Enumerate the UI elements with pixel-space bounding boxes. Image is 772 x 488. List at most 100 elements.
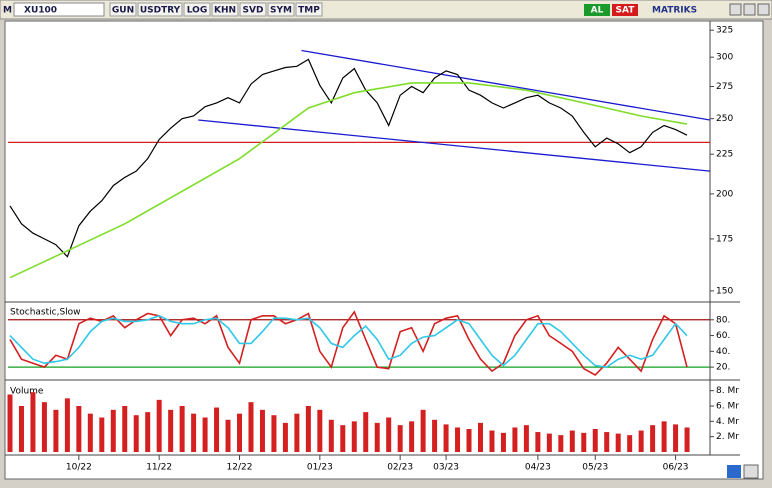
maximize[interactable]	[743, 3, 756, 16]
bar	[76, 406, 82, 452]
bar	[535, 432, 541, 452]
bar	[500, 432, 506, 452]
bar	[466, 429, 472, 452]
series-line	[9, 58, 688, 258]
toolbar-button-label[interactable]: SYM	[270, 6, 292, 16]
bar	[638, 430, 644, 452]
bar	[363, 412, 369, 452]
toolbar-button-label[interactable]: GUN	[112, 6, 134, 16]
y-tick-label: 2. Mr	[716, 432, 739, 442]
bar	[168, 409, 174, 452]
bar	[455, 427, 461, 452]
toolbar-button-label[interactable]: TMP	[298, 6, 320, 16]
bar	[546, 433, 552, 452]
close[interactable]	[757, 3, 770, 16]
series-line	[9, 310, 688, 376]
x-tick-label: 06/23	[663, 463, 689, 473]
bar	[214, 407, 220, 452]
bar	[179, 406, 185, 452]
symbol-box[interactable]	[13, 2, 105, 17]
bar	[432, 419, 438, 452]
bar	[156, 399, 162, 452]
bar	[87, 413, 93, 452]
bar	[397, 425, 403, 452]
toolbar-button[interactable]	[295, 2, 323, 17]
bar	[443, 424, 449, 452]
y-tick-label: 8. Mr	[716, 386, 739, 396]
toolbar-button[interactable]	[211, 2, 239, 17]
bar	[592, 429, 598, 452]
nav-button[interactable]	[727, 465, 741, 478]
panel-title: Stochastic,Slow	[10, 308, 81, 318]
toolbar-button[interactable]	[183, 2, 211, 17]
bar	[374, 422, 380, 452]
bar	[489, 430, 495, 452]
toolbar-button[interactable]	[267, 2, 295, 17]
nav-button[interactable]	[743, 464, 759, 479]
bar	[604, 432, 610, 452]
sell-button[interactable]	[612, 4, 638, 16]
symbol[interactable]: XU100	[24, 6, 57, 16]
bar	[673, 424, 679, 452]
x-tick-label: 10/22	[66, 463, 92, 473]
toolbar-button-label[interactable]: KHN	[214, 6, 236, 16]
buy-button[interactable]	[584, 4, 610, 16]
series-line	[9, 82, 688, 279]
toolbar-button-label[interactable]: USDTRY	[140, 6, 181, 16]
bar	[248, 402, 254, 452]
x-tick-label: 01/23	[307, 463, 333, 473]
y-tick-label: 6. Mr	[716, 402, 739, 412]
bar	[615, 433, 621, 452]
bar	[328, 419, 334, 452]
bar	[627, 435, 633, 452]
bar	[145, 412, 151, 452]
series-line	[9, 314, 688, 368]
y-tick-label: 225	[716, 150, 733, 160]
toolbar-button[interactable]	[109, 2, 137, 17]
bar	[386, 417, 392, 452]
bar	[581, 432, 587, 452]
toolbar-button-label[interactable]: LOG	[187, 6, 207, 16]
bar	[122, 406, 128, 452]
bar	[558, 435, 564, 452]
bar	[512, 427, 518, 452]
bar	[41, 402, 47, 452]
trendline	[198, 119, 711, 172]
bar	[305, 406, 311, 452]
x-tick-label: 05/23	[582, 463, 608, 473]
toolbar-button-label[interactable]: SVD	[243, 6, 264, 16]
plot-frame	[4, 20, 764, 480]
x-tick-label: 12/22	[227, 463, 253, 473]
bar	[523, 425, 529, 452]
x-tick-label: 04/23	[525, 463, 551, 473]
mode[interactable]: M	[3, 6, 12, 16]
bar	[569, 430, 575, 452]
bar	[64, 398, 70, 452]
bar	[99, 417, 105, 452]
y-tick-label: 300	[716, 53, 733, 63]
bar	[282, 422, 288, 452]
minimize[interactable]	[729, 3, 742, 16]
sell[interactable]: SAT	[616, 6, 636, 16]
bar	[30, 392, 36, 452]
bar	[420, 409, 426, 452]
toolbar-button[interactable]	[239, 2, 267, 17]
bar	[53, 409, 59, 452]
bar	[271, 415, 277, 452]
bar	[202, 417, 208, 452]
bar	[225, 419, 231, 452]
y-tick-label: 175	[716, 234, 733, 244]
y-tick-label: 325	[716, 26, 733, 36]
bar	[684, 427, 690, 452]
bar	[409, 421, 415, 452]
buy[interactable]: AL	[591, 6, 604, 16]
y-tick-label: 200	[716, 189, 733, 199]
y-tick-label: 40.	[716, 347, 730, 357]
x-tick-label: 03/23	[433, 463, 459, 473]
bar	[661, 421, 667, 452]
bar	[133, 415, 139, 452]
toolbar-button[interactable]	[137, 2, 183, 17]
bar	[237, 413, 243, 452]
y-tick-label: 20.	[716, 363, 730, 373]
